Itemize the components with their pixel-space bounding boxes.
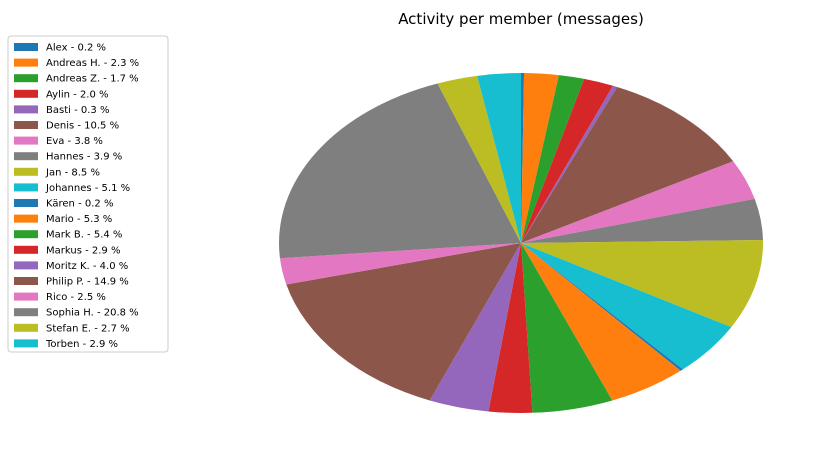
legend-label: Rico - 2.5 %	[46, 292, 106, 303]
pie-slice	[521, 73, 559, 243]
pie-slice	[488, 243, 533, 413]
legend-swatch	[14, 277, 38, 285]
legend-label: Markus - 2.9 %	[46, 245, 120, 256]
pie-slice	[429, 243, 521, 412]
legend-swatch	[14, 339, 38, 348]
legend-swatch	[14, 167, 38, 176]
pie-slice	[477, 73, 521, 243]
legend-label: Basti - 0.3 %	[46, 105, 109, 116]
pie-slice	[521, 243, 683, 371]
legend-swatch	[14, 74, 38, 83]
legend-label: Stefan E. - 2.7 %	[46, 323, 130, 334]
pie-slice	[521, 243, 732, 370]
legend-label: Denis - 10.5 %	[46, 121, 119, 132]
pie-slice	[286, 243, 521, 401]
legend-swatch	[14, 152, 38, 161]
legend-label: Sophia H. - 20.8 %	[46, 308, 139, 319]
legend-label: Mark B. - 5.4 %	[46, 230, 122, 241]
pie-slice	[521, 161, 755, 243]
pie-slice	[521, 243, 681, 401]
legend-label: Johannes - 5.1 %	[45, 183, 130, 194]
legend-label: Eva - 3.8 %	[46, 136, 103, 147]
legend-label: Alex - 0.2 %	[46, 43, 106, 54]
legend-frame	[7, 35, 169, 353]
pie-slice	[278, 83, 521, 259]
chart-title: Activity per member (messages)	[398, 10, 644, 28]
legend-label: Jan - 8.5 %	[45, 167, 100, 178]
legend-swatch	[14, 43, 38, 51]
pie-slice	[279, 243, 521, 285]
legend-swatch	[14, 105, 38, 114]
legend-swatch	[14, 323, 38, 332]
legend-label: Mario - 5.3 %	[46, 214, 112, 225]
legend-swatch	[14, 199, 38, 207]
legend-swatch	[14, 58, 38, 67]
legend-swatch	[14, 308, 38, 317]
legend-label: Moritz K. - 4.0 %	[46, 261, 128, 272]
legend-swatch	[14, 230, 38, 239]
legend-label: Andreas Z. - 1.7 %	[46, 74, 139, 85]
legend-swatch	[14, 214, 38, 223]
legend-label: Kären - 0.2 %	[46, 199, 113, 210]
legend-swatch	[14, 261, 38, 270]
legend-label: Philip P. - 14.9 %	[46, 277, 129, 288]
pie-slice	[521, 72, 525, 243]
legend-label: Andreas H. - 2.3 %	[46, 58, 139, 69]
pie-slice	[437, 75, 521, 243]
pie-slice	[521, 87, 734, 243]
pie-slice	[521, 75, 585, 243]
pie-slice	[521, 85, 618, 243]
legend-swatch	[14, 136, 38, 145]
legend-label: Aylin - 2.0 %	[46, 89, 109, 100]
legend-label: Torben - 2.9 %	[45, 339, 118, 350]
legend-swatch	[14, 245, 38, 254]
pie-slice	[521, 198, 763, 243]
legend-swatch	[14, 183, 38, 192]
legend-label: Hannes - 3.9 %	[46, 152, 122, 163]
legend-swatch	[14, 292, 38, 301]
legend: Alex - 0.2 % Andreas H. - 2.3 % Andreas Z.…	[7, 35, 169, 353]
pie-slice	[521, 243, 613, 413]
legend-swatch	[14, 121, 38, 129]
pie-slices	[278, 72, 763, 413]
pie-slice	[521, 240, 763, 328]
pie-slice	[521, 78, 613, 244]
legend-swatch	[14, 89, 38, 98]
